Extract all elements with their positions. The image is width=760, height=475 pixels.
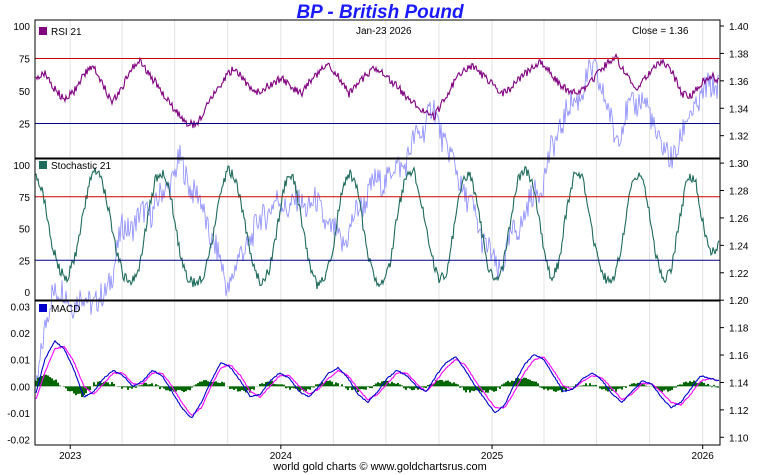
x-tick-label: 2026 [692,451,715,462]
right-tick-label: 1.38 [729,49,749,60]
right-tick-label: 1.14 [729,378,749,389]
chart-title: BP - British Pound [296,2,464,23]
x-tick-label: 2025 [481,451,504,462]
panel-frame [34,19,721,159]
right-tick-label: 1.32 [729,132,749,143]
stoch-tick-label: 50 [19,225,31,236]
date-label: Jan-23 2026 [356,26,412,37]
panel-frame [34,158,721,301]
close-label: Close = 1.36 [632,26,689,37]
axis-layer: 2023 2024 2025 2026 1.40 1.38 1.36 1.34 1.32 1.30… [7,22,749,462]
macd-legend-swatch [39,304,47,312]
right-tick-label: 1.34 [729,104,749,115]
macd-tick-label: 0.02 [11,329,31,340]
macd-tick-label: 0.03 [11,302,31,313]
right-tick-label: 1.12 [729,406,749,417]
macd-tick-label: -0.02 [7,436,30,447]
right-tick-label: 1.40 [729,22,749,33]
macd-signal-line [35,345,720,416]
right-tick-label: 1.36 [729,77,749,88]
macd-tick-label: 0.01 [11,356,31,367]
right-tick-label: 1.28 [729,187,749,198]
rsi-legend-label: RSI 21 [51,27,82,38]
price-layer [35,57,720,382]
footer-credit: world gold charts © www.goldchartsrus.co… [273,461,487,473]
stoch-legend-swatch [39,161,47,169]
macd-tick-label: 0.00 [11,382,31,393]
right-tick-label: 1.30 [729,159,749,170]
macd-line [35,339,720,419]
rsi-tick-label: 50 [19,87,31,98]
stoch-tick-label: 25 [19,256,31,267]
right-tick-label: 1.24 [729,241,749,252]
stoch-legend-label: Stochastic 21 [51,161,111,172]
stoch-tick-label: 100 [13,161,30,172]
rsi-line [35,52,720,129]
macd-legend-label: MACD [51,304,80,315]
x-tick-label: 2024 [270,451,293,462]
stoch-tick-label: 75 [19,193,31,204]
right-tick-label: 1.16 [729,351,749,362]
grid-layer [69,20,704,445]
rsi-tick-label: 75 [19,55,31,66]
right-tick-label: 1.20 [729,296,749,307]
macd-tick-label: -0.01 [7,409,30,420]
rsi-legend-swatch [39,27,47,35]
stoch-tick-label: 0 [24,288,30,299]
frame-layer [34,19,721,446]
right-tick-label: 1.26 [729,214,749,225]
price-series-line [35,57,720,382]
panel-frame [34,300,721,446]
right-tick-label: 1.22 [729,269,749,280]
indicator-layer [35,52,720,419]
right-tick-label: 1.10 [729,433,749,444]
rsi-tick-label: 25 [19,120,31,131]
stoch-line [35,165,720,290]
right-tick-label: 1.18 [729,324,749,335]
x-tick-label: 2023 [59,451,82,462]
rsi-tick-label: 100 [13,22,30,33]
